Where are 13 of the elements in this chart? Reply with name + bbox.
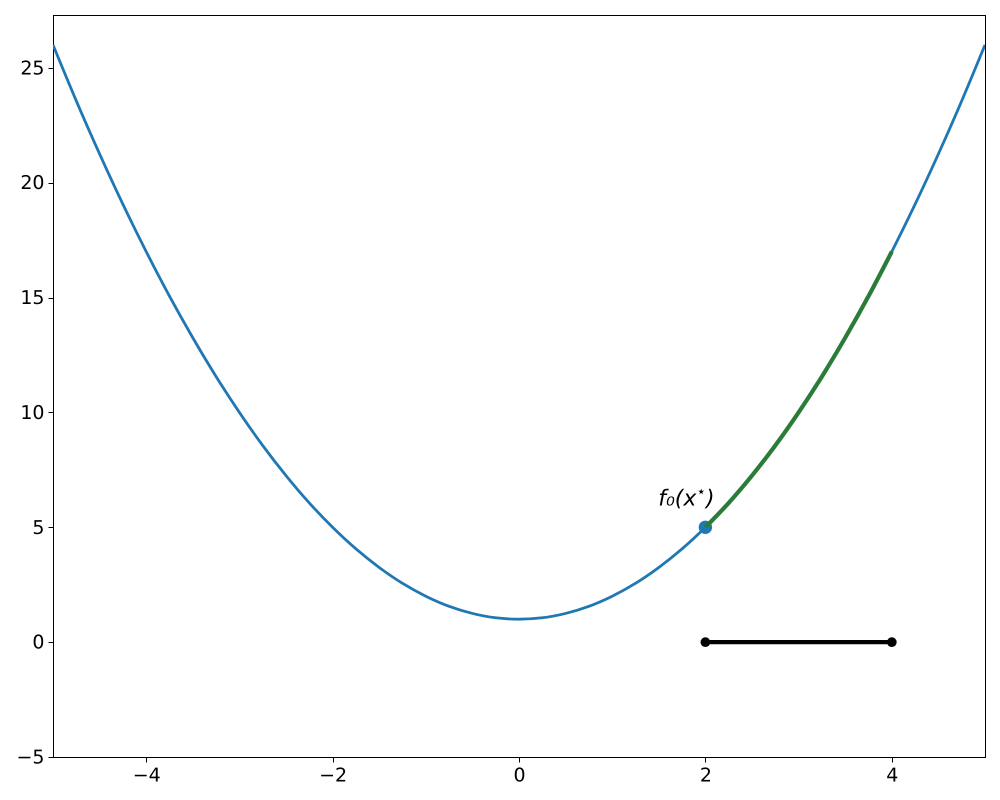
x-tick-label: −4 [132, 764, 161, 786]
x-tick-label: 2 [700, 764, 712, 786]
x-tick-label: −2 [319, 764, 348, 786]
y-tick-label: 20 [20, 172, 44, 194]
y-tick-label: 0 [32, 632, 44, 654]
y-tick-label: 25 [20, 57, 44, 80]
x-tick-label: 4 [886, 764, 898, 786]
x-tick-label: 0 [513, 764, 526, 786]
y-tick-label: 5 [32, 516, 44, 539]
y-tick-label: 15 [20, 287, 44, 310]
y-tick-label: −5 [16, 746, 44, 768]
y-tick-label: 10 [20, 402, 44, 424]
annotation: f₀(x$^{⋆}$) [658, 482, 715, 512]
